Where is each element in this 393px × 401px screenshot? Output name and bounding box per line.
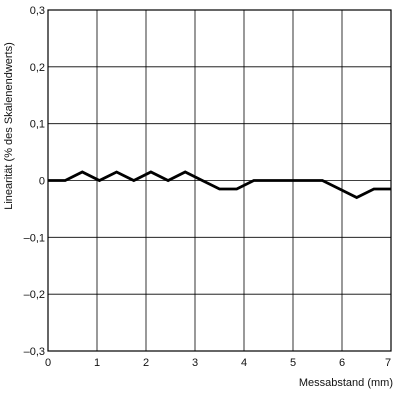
x-tick-label: 4 <box>241 357 247 369</box>
x-axis-label: Messabstand (mm) <box>299 377 393 389</box>
series-group <box>48 170 391 200</box>
x-tick-label: 6 <box>339 357 345 369</box>
y-tick-label: 0,2 <box>30 62 45 74</box>
x-tick-label: 2 <box>143 357 149 369</box>
y-tick-labels: 0,3 0,2 0,1 0 –0,1 –0,2 –0,3 <box>24 5 45 358</box>
x-tick-label: 1 <box>94 357 100 369</box>
y-tick-label: –0,1 <box>24 232 45 244</box>
y-tick-label: 0,1 <box>30 119 45 131</box>
y-tick-label: 0 <box>39 176 45 188</box>
y-tick-label: –0,3 <box>24 346 45 358</box>
y-tick-label: 0,3 <box>30 5 45 17</box>
x-tick-label: 0 <box>45 357 51 369</box>
series-line <box>48 170 391 200</box>
y-tick-label: –0,2 <box>24 289 45 301</box>
x-tick-label: 7 <box>385 357 391 369</box>
x-tick-label: 3 <box>192 357 198 369</box>
x-tick-label: 5 <box>290 357 296 369</box>
x-tick-labels: 0 1 2 3 4 5 6 7 <box>45 357 391 369</box>
y-axis-label: Linearität (% des Skalenendwerts) <box>3 42 15 210</box>
